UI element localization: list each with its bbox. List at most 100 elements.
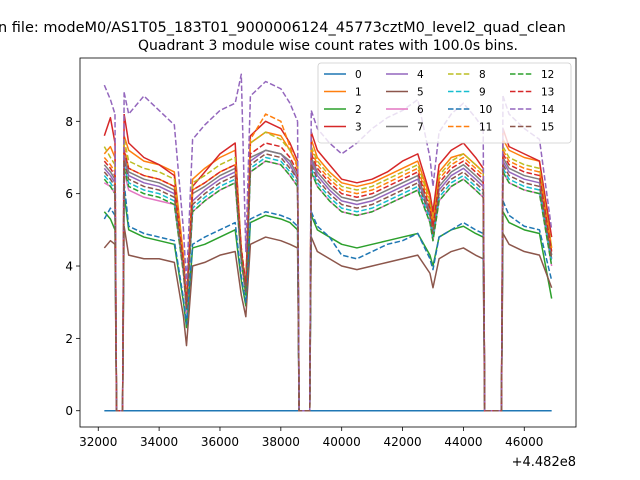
legend-label: 7 xyxy=(417,122,424,134)
x-tick-label: 32000 xyxy=(79,435,117,449)
legend-label: 12 xyxy=(541,69,554,81)
legend-label: 2 xyxy=(355,104,362,116)
series-12-line-2 xyxy=(310,171,484,242)
series-15-dropout-1 xyxy=(296,164,313,412)
series-7-line-1 xyxy=(123,149,299,307)
series-12-line-3 xyxy=(502,171,553,267)
legend-label: 15 xyxy=(541,122,554,134)
series-5-line-2 xyxy=(310,236,484,289)
series-13-line-2 xyxy=(310,153,484,227)
series-1-line-2 xyxy=(310,139,484,220)
series-3-line-2 xyxy=(310,131,484,213)
legend-label: 1 xyxy=(355,87,362,99)
series-10-line-0 xyxy=(103,207,116,220)
series-8-line-0 xyxy=(103,146,116,166)
legend-entry-15: 15 xyxy=(510,122,554,134)
series-10-line-2 xyxy=(310,211,484,271)
series-13-line-3 xyxy=(502,153,553,252)
series-13-line-1 xyxy=(123,142,299,303)
series-2-line-1 xyxy=(123,193,299,329)
series-9-line-1 xyxy=(123,156,299,311)
legend-entry-13: 13 xyxy=(510,87,554,99)
series-3-line-0 xyxy=(103,116,116,144)
series-5-line-3 xyxy=(502,233,553,288)
series-8-line-2 xyxy=(310,146,484,224)
series-15-dropout-2 xyxy=(482,164,504,412)
legend-entry-2: 2 xyxy=(324,104,362,116)
series-15-line-3 xyxy=(502,164,553,259)
x-tick-label: 36000 xyxy=(201,435,239,449)
series-2-line-2 xyxy=(310,215,484,267)
x-tick-label: 40000 xyxy=(323,435,361,449)
legend-entry-12: 12 xyxy=(510,69,554,81)
legend-label: 5 xyxy=(417,87,424,99)
series-15-line-2 xyxy=(310,164,484,235)
axes-frame xyxy=(79,57,577,428)
series-9-line-0 xyxy=(103,175,116,191)
legend-label: 13 xyxy=(541,87,554,99)
legend-entry-6: 6 xyxy=(386,104,424,116)
legend-entry-3: 3 xyxy=(324,122,362,134)
y-tick-label: 4 xyxy=(65,260,73,274)
x-axis-offset-label: +4.482e8 xyxy=(512,455,576,470)
figure-suptitle: n file: modeM0/AS1T05_183T01_9000006124_… xyxy=(0,20,566,36)
legend-entry-1: 1 xyxy=(324,87,362,99)
legend-label: 9 xyxy=(479,87,486,99)
series-4-line-2 xyxy=(310,160,484,235)
series-10-line-1 xyxy=(123,182,299,325)
series-10-line-3 xyxy=(502,200,553,281)
series-13-line-0 xyxy=(103,160,116,176)
series-15 xyxy=(103,153,553,412)
series-7-line-0 xyxy=(103,164,116,180)
series-15-line-0 xyxy=(103,171,116,187)
legend-label: 3 xyxy=(355,122,362,134)
y-tick-label: 0 xyxy=(65,404,73,418)
series-15-line-1 xyxy=(123,153,299,311)
series-15-dropout-0 xyxy=(114,161,125,412)
series-14-line-0 xyxy=(103,84,116,115)
chart-title: Quadrant 3 module wise count rates with … xyxy=(138,38,518,54)
legend-entry-4: 4 xyxy=(386,69,424,81)
series-12-line-0 xyxy=(103,178,116,195)
series-9-line-2 xyxy=(310,168,484,238)
series-8-line-1 xyxy=(123,131,299,303)
y-tick-label: 6 xyxy=(65,187,73,201)
legend-label: 6 xyxy=(417,104,424,116)
legend-label: 0 xyxy=(355,69,362,81)
legend-entry-8: 8 xyxy=(448,69,486,81)
y-tick-label: 8 xyxy=(65,115,73,129)
series-7-line-2 xyxy=(310,157,484,231)
legend-entry-14: 14 xyxy=(510,104,555,116)
x-axis-ticks: 32000 34000 36000 38000 40000 42000 44000 46000 xyxy=(79,427,543,449)
series-9-line-3 xyxy=(502,167,553,263)
legend-entry-0: 0 xyxy=(324,69,362,81)
series-2-line-3 xyxy=(502,211,553,299)
legend-label: 4 xyxy=(417,69,424,81)
legend-label: 10 xyxy=(479,104,492,116)
legend-label: 8 xyxy=(479,69,486,81)
legend-label: 11 xyxy=(479,122,492,134)
x-tick-label: 44000 xyxy=(444,435,482,449)
legend-entry-11: 11 xyxy=(448,122,492,134)
y-tick-label: 2 xyxy=(65,332,73,346)
series-12-line-1 xyxy=(123,160,299,311)
series-11-line-0 xyxy=(103,157,116,173)
legend-entry-10: 10 xyxy=(448,104,492,116)
series-11-line-2 xyxy=(310,149,484,227)
series-14-line-1 xyxy=(123,73,299,285)
x-tick-label: 38000 xyxy=(262,435,300,449)
legend-entry-9: 9 xyxy=(448,87,486,99)
x-tick-label: 42000 xyxy=(383,435,421,449)
x-tick-label: 34000 xyxy=(140,435,178,449)
legend-entry-7: 7 xyxy=(386,122,424,134)
series-3-line-1 xyxy=(123,113,299,307)
legend-label: 14 xyxy=(541,104,555,116)
x-tick-label: 46000 xyxy=(505,435,543,449)
series-5-line-1 xyxy=(123,226,298,347)
series-14-dropout-1 xyxy=(296,110,313,412)
series-4-line-0 xyxy=(103,167,116,184)
y-axis-ticks: 0 2 4 6 8 xyxy=(65,115,80,418)
legend-entry-5: 5 xyxy=(386,87,424,99)
